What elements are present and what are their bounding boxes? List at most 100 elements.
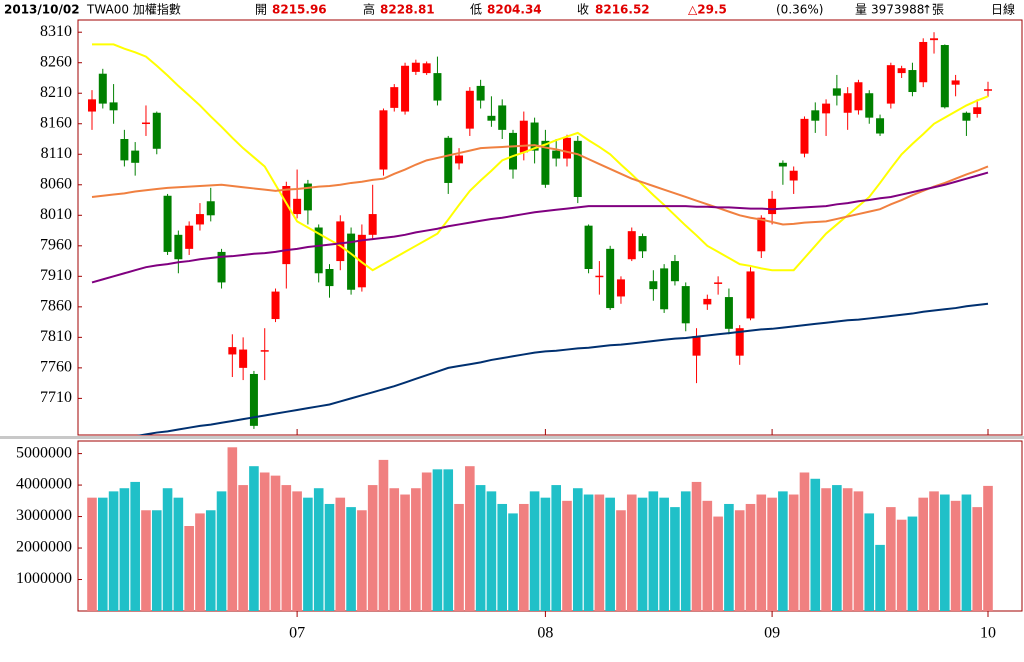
y-tick-label: 8310 (40, 23, 72, 40)
candle-body (822, 103, 831, 114)
candle-body (886, 65, 895, 104)
candle-body (584, 225, 593, 269)
volume-bar (961, 494, 972, 611)
volume-bar (648, 491, 659, 611)
candle-body (195, 214, 204, 225)
candle-body (131, 150, 140, 163)
candle-body (638, 236, 647, 252)
candle-body (347, 233, 356, 290)
volume-bar (616, 510, 626, 611)
x-tick-label: 10 (980, 625, 996, 642)
candle-body (832, 88, 841, 96)
candle-body (433, 73, 442, 101)
candle-body (509, 132, 518, 170)
low-label: 低 (470, 3, 482, 17)
volume-bar (216, 491, 227, 611)
volume-bar (670, 507, 680, 611)
volume-bar (519, 503, 529, 611)
candle-body (854, 82, 863, 111)
candle-body (206, 201, 215, 216)
volume-bar (691, 481, 702, 611)
x-tick-label: 08 (537, 625, 553, 642)
candle-body (843, 93, 852, 113)
candle-body (88, 99, 96, 112)
candle-body (649, 281, 658, 290)
volume-bar (130, 481, 140, 611)
candle-body (951, 80, 960, 85)
volume-bar (562, 500, 572, 611)
volume-bar (972, 507, 983, 611)
volume-bar (626, 494, 637, 611)
volume-bar (421, 472, 432, 611)
volume-bar (486, 491, 497, 611)
close-value: 8216.52 (595, 3, 650, 17)
volume-bar (886, 507, 896, 611)
volume-bar (108, 491, 119, 611)
candle-body (444, 137, 453, 183)
volume-bar (303, 497, 313, 611)
high-value: 8228.81 (380, 3, 435, 17)
candle-body (109, 102, 118, 111)
y-tick-label: 2000000 (16, 539, 72, 556)
volume-bar (853, 491, 864, 611)
symbol: TWA00 加權指數 (86, 2, 181, 17)
candle-body (455, 155, 464, 164)
candle-body (336, 221, 345, 262)
candle-body (627, 231, 636, 260)
volume-bar (249, 466, 259, 611)
candle-body (930, 38, 939, 41)
change: △29.5 (688, 3, 727, 17)
volume-bar (832, 485, 842, 611)
volume-bar (637, 497, 648, 611)
candle-body (152, 112, 161, 149)
candle-body (573, 140, 582, 197)
volume-bar (875, 544, 885, 611)
candle-body (595, 275, 604, 278)
y-tick-label: 7810 (40, 328, 72, 345)
volume-bar (141, 510, 151, 611)
y-tick-label: 7910 (40, 267, 72, 284)
candle-body (919, 41, 928, 83)
volume-bar (680, 491, 691, 611)
volume-bar (313, 488, 324, 611)
volume-bar (443, 469, 454, 611)
candle-body (163, 195, 172, 252)
volume-bar (983, 485, 993, 611)
volume-bar (87, 497, 97, 611)
candle-body (681, 286, 690, 324)
volume-bar (724, 503, 734, 611)
volume-bar (346, 507, 356, 611)
volume-bar (454, 503, 464, 611)
volume-bar (335, 497, 346, 611)
volume-bar (227, 447, 238, 611)
volume-bar (281, 485, 292, 611)
open-label: 開 (255, 3, 267, 17)
candle-body (541, 140, 550, 185)
date: 2013/10/02 (4, 3, 80, 17)
volume-bar (767, 497, 777, 611)
candle-body (368, 214, 377, 235)
volume-label: 量 (855, 3, 867, 17)
volume-bar (184, 526, 194, 611)
y-tick-label: 5000000 (16, 444, 72, 461)
candle-body (562, 137, 571, 159)
volume-bar (97, 497, 108, 611)
candle-body (379, 110, 388, 170)
candle-body (498, 105, 507, 130)
volume-bar (821, 488, 831, 611)
candle-body (411, 62, 420, 72)
candle-body (746, 271, 755, 319)
volume-bar (475, 485, 486, 611)
volume-bar (411, 488, 421, 611)
volume-bar (173, 497, 184, 611)
candle-body (314, 227, 323, 274)
volume-bar (378, 459, 389, 611)
volume-bar (756, 494, 767, 611)
candle-body (185, 225, 194, 249)
candle-body (120, 139, 129, 161)
candle-body (260, 350, 269, 352)
y-tick-label: 4000000 (16, 476, 72, 493)
volume-bar (907, 516, 918, 611)
